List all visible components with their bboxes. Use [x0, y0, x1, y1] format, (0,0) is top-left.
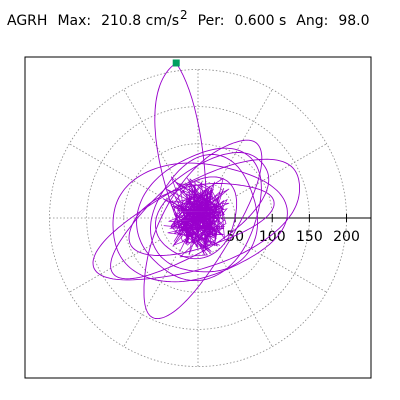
- max-amplitude-marker: [172, 59, 180, 67]
- trace-core: [162, 176, 230, 258]
- trace-orbit: [110, 152, 270, 280]
- period-value: 0.600 s: [234, 13, 287, 29]
- radial-tick-label: 150: [296, 229, 323, 245]
- trace-orbit: [150, 154, 259, 273]
- motion-trace: [92, 62, 300, 320]
- grid-spoke: [236, 239, 327, 293]
- grid-spoke: [69, 143, 160, 197]
- radial-tick-label: 200: [333, 229, 360, 245]
- grid-spoke: [123, 89, 177, 180]
- period-label: Per:: [197, 13, 225, 29]
- grid-spoke: [219, 256, 273, 347]
- trace-orbit: [112, 162, 288, 283]
- station-code: AGRH: [7, 13, 48, 29]
- max-unit-exponent: 2: [180, 8, 188, 22]
- max-marker-group: [172, 59, 180, 67]
- angle-label: Ang:: [296, 13, 329, 29]
- max-unit: cm/s: [145, 13, 180, 29]
- radial-tick-label: 100: [259, 229, 286, 245]
- max-value: 210.8: [101, 13, 142, 29]
- trace-orbit: [143, 139, 263, 320]
- chart-title: AGRH Max: 210.8 cm/s2 Per: 0.600 s Ang: 98.0: [7, 9, 370, 29]
- trace-orbit: [92, 158, 300, 281]
- grid-spoke: [123, 256, 177, 347]
- trace-orbit: [128, 183, 275, 256]
- trace-orbit: [155, 176, 238, 260]
- max-label: Max:: [57, 13, 92, 29]
- angle-value: 98.0: [338, 13, 370, 29]
